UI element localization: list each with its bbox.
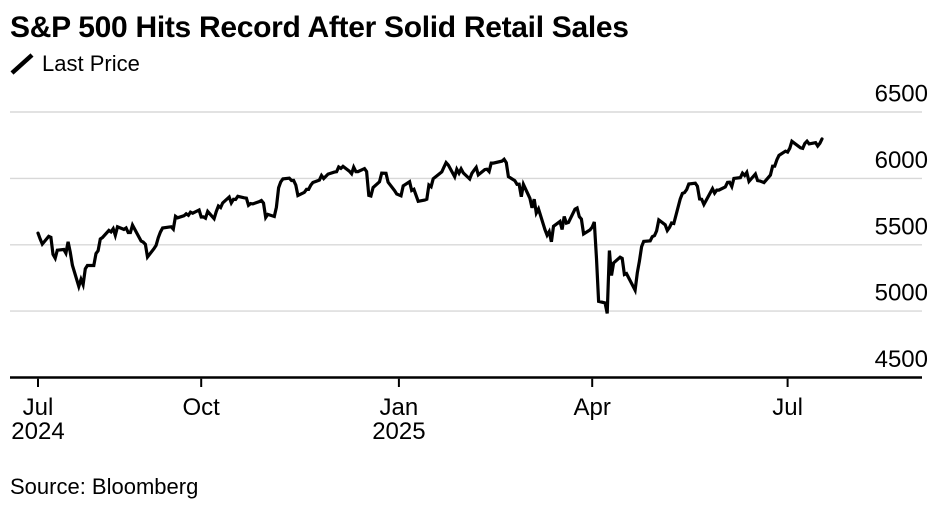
x-axis-year-label: 2025	[372, 418, 425, 445]
y-axis-tick-label: 6500	[875, 81, 928, 108]
chart-legend: Last Price	[10, 52, 140, 76]
y-axis-tick-label: 4500	[875, 346, 928, 373]
x-axis-month-label: Oct	[183, 394, 221, 421]
y-axis-tick-label: 5000	[875, 280, 928, 307]
y-axis-tick-label: 6000	[875, 147, 928, 174]
x-axis-year-label: 2024	[11, 418, 64, 445]
chart-title: S&P 500 Hits Record After Solid Retail S…	[10, 11, 629, 44]
legend-label: Last Price	[42, 51, 140, 76]
legend-line-marker	[10, 53, 34, 75]
x-axis-month-label: Apr	[574, 394, 611, 421]
source-note: Source: Bloomberg	[10, 474, 199, 499]
y-axis-tick-label: 5500	[875, 213, 928, 240]
price-line-last-price	[36, 137, 824, 314]
x-axis-month-label: Jul	[772, 394, 803, 421]
x-axis-month-label: Jul	[23, 394, 54, 421]
x-axis-month-label: Jan	[380, 394, 419, 421]
